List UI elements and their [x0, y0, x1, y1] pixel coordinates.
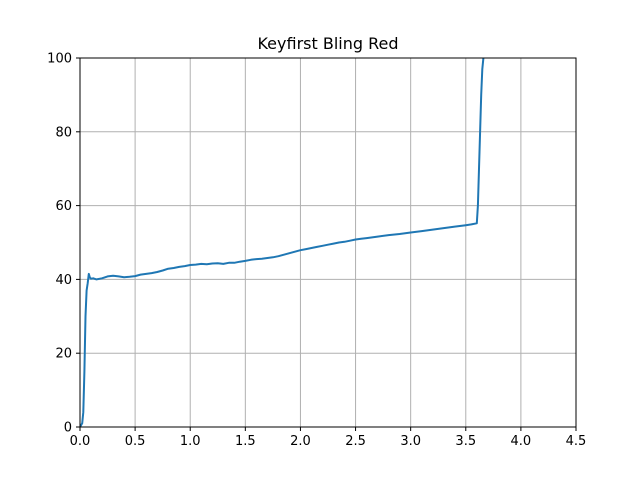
x-tick-label: 0.5	[125, 434, 146, 449]
y-tick-label: 60	[55, 199, 72, 214]
plot-area-frame	[79, 57, 577, 428]
x-tick-label: 3.5	[455, 434, 476, 449]
y-tick-label: 100	[47, 52, 72, 67]
y-tick-label: 20	[55, 347, 72, 362]
x-tick-label: 4.0	[511, 434, 532, 449]
x-tick-label: 1.0	[180, 434, 201, 449]
x-tick-label: 4.5	[566, 434, 587, 449]
y-axis: 0 20 40 60 80 100	[47, 52, 80, 436]
x-tick-label: 2.0	[290, 434, 311, 449]
chart-title: Keyfirst Bling Red	[257, 34, 398, 53]
data-series-line	[80, 58, 485, 427]
y-tick-label: 40	[55, 273, 72, 288]
x-tick-label: 1.5	[235, 434, 256, 449]
x-tick-label: 0.0	[70, 434, 91, 449]
y-tick-label: 80	[55, 125, 72, 140]
x-tick-label: 2.5	[345, 434, 366, 449]
x-tick-label: 3.0	[400, 434, 421, 449]
x-axis: 0.0 0.5 1.0 1.5 2.0 2.5 3.0 3.5 4.0 4.5	[70, 427, 587, 449]
y-tick-label: 0	[64, 421, 72, 436]
